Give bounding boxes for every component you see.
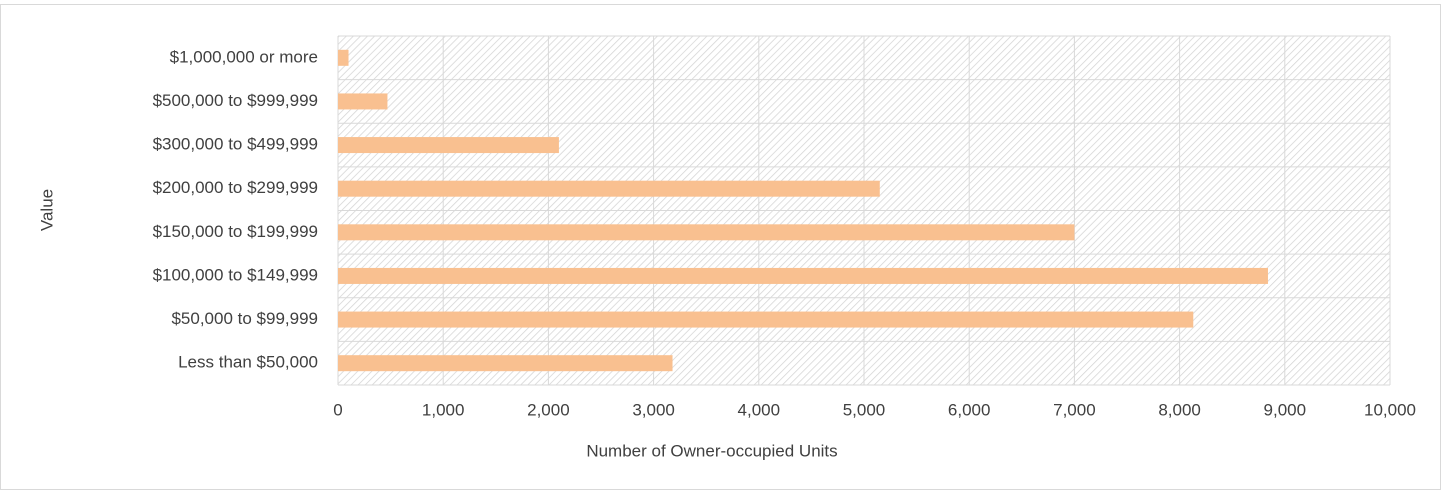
x-tick-label: 10,000 <box>1364 400 1416 419</box>
x-tick-label: 9,000 <box>1264 400 1307 419</box>
y-tick-label: $200,000 to $299,999 <box>153 178 318 197</box>
y-tick-label: $300,000 to $499,999 <box>153 135 318 154</box>
y-tick-label: $100,000 to $149,999 <box>153 265 318 284</box>
bar <box>338 137 559 154</box>
y-tick-label: $150,000 to $199,999 <box>153 222 318 241</box>
bar <box>338 180 880 197</box>
x-tick-label: 8,000 <box>1158 400 1201 419</box>
x-tick-label: 6,000 <box>948 400 991 419</box>
bar <box>338 311 1194 328</box>
x-tick-label: 4,000 <box>738 400 781 419</box>
x-tick-label: 5,000 <box>843 400 886 419</box>
x-tick-label: 2,000 <box>527 400 570 419</box>
y-tick-label: $500,000 to $999,999 <box>153 91 318 110</box>
bar <box>338 93 388 110</box>
x-tick-label: 0 <box>333 400 342 419</box>
bar <box>338 49 349 66</box>
y-tick-label: $50,000 to $99,999 <box>171 309 318 328</box>
x-tick-label: 1,000 <box>422 400 465 419</box>
y-tick-label: Less than $50,000 <box>178 353 318 372</box>
y-axis-title: Value <box>37 189 56 231</box>
bar <box>338 267 1268 284</box>
bar <box>338 224 1075 241</box>
y-tick-label: $1,000,000 or more <box>170 47 318 66</box>
x-axis-title: Number of Owner-occupied Units <box>586 441 837 460</box>
x-tick-label: 7,000 <box>1053 400 1096 419</box>
x-tick-label: 3,000 <box>632 400 675 419</box>
bar <box>338 355 673 372</box>
